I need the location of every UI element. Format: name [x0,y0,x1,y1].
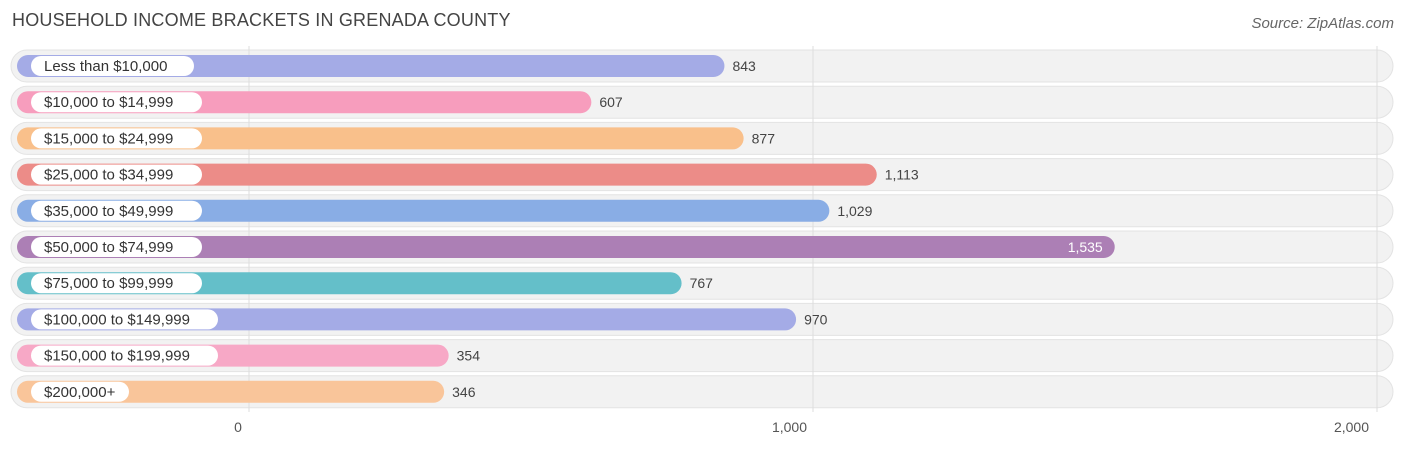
category-label: $75,000 to $99,999 [44,275,173,292]
value-label: 607 [599,94,623,110]
value-label: 970 [804,311,828,327]
chart-title: HOUSEHOLD INCOME BRACKETS IN GRENADA COU… [12,10,511,30]
category-label: $35,000 to $49,999 [44,203,173,220]
value-label: 877 [752,130,776,146]
bar [17,163,877,186]
value-label: 1,113 [885,167,919,183]
category-label-pill [31,164,202,185]
bars: Less than $10,000 843 $10,000 to $14,999 60… [17,55,1115,403]
value-label: 354 [457,348,481,364]
value-label: 1,029 [837,203,872,219]
category-label-pill [31,345,218,366]
x-tick-label: 1,000 [772,419,807,435]
category-label-pill [31,309,218,330]
bar [17,55,725,77]
value-label: 1,535 [1068,239,1103,255]
value-label: 843 [732,58,756,74]
category-label: $100,000 to $149,999 [44,311,190,328]
source-note: Source: ZipAtlas.com [1251,15,1394,32]
category-label: Less than $10,000 [44,58,167,75]
category-label-pill [31,92,202,113]
category-label: $150,000 to $199,999 [44,348,190,365]
category-label: $15,000 to $24,999 [44,130,173,147]
category-label-pill [31,128,202,149]
category-label: $10,000 to $14,999 [44,94,173,111]
category-label-pill [31,381,129,402]
x-axis: 0 1,000 2,000 [234,419,1369,435]
value-label: 767 [690,275,714,291]
category-label-pill [31,56,194,76]
bar [17,236,1115,258]
category-label-pill [31,200,202,221]
bar [17,199,830,222]
value-label: 346 [452,384,476,400]
category-label: $50,000 to $74,999 [44,239,173,256]
category-label: $25,000 to $34,999 [44,167,173,184]
category-label-pill [31,273,202,294]
category-label-pill [31,237,202,257]
category-label: $200,000+ [44,384,116,401]
x-tick-label: 0 [234,419,242,435]
x-tick-label: 2,000 [1334,419,1369,435]
